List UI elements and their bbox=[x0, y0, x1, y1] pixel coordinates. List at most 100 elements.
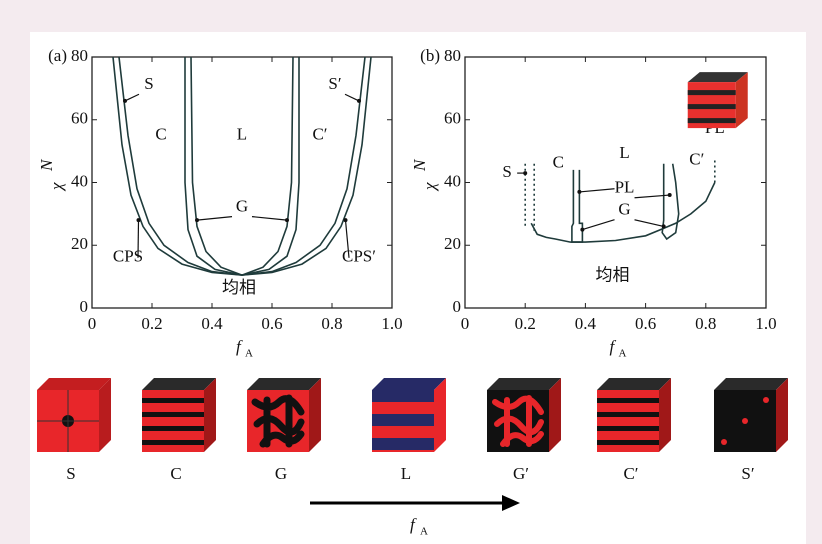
x-tick-label: 1.0 bbox=[381, 314, 402, 333]
annotation: C bbox=[155, 124, 166, 143]
x-axis-label-sub: A bbox=[245, 348, 253, 360]
morphology-label: G′ bbox=[513, 464, 529, 483]
y-tick-label: 40 bbox=[444, 171, 461, 190]
annotation: CPS′ bbox=[342, 247, 376, 266]
annotation-arrow bbox=[138, 220, 139, 258]
annotation: S bbox=[502, 162, 511, 181]
morphology-cube bbox=[372, 378, 446, 452]
y-tick-label: 40 bbox=[71, 171, 88, 190]
y-tick-label: 60 bbox=[444, 109, 461, 128]
cylinder bbox=[142, 426, 204, 431]
x-tick-label: 0.6 bbox=[261, 314, 282, 333]
cube-side bbox=[776, 378, 788, 452]
cube-top bbox=[37, 378, 111, 390]
x-tick-label: 1.0 bbox=[755, 314, 776, 333]
x-tick-label: 0 bbox=[461, 314, 470, 333]
annotation-arrow-tip bbox=[137, 218, 141, 222]
y-tick-label: 80 bbox=[444, 46, 461, 65]
annotation: C bbox=[553, 153, 564, 172]
y-tick-label: 20 bbox=[444, 234, 461, 253]
x-tick-label: 0 bbox=[88, 314, 97, 333]
annotation-arrow-tip bbox=[577, 190, 581, 194]
y-tick-label: 0 bbox=[80, 297, 89, 316]
y-tick-label: 20 bbox=[71, 234, 88, 253]
y-axis-label-sup: N bbox=[37, 158, 56, 172]
cube-side bbox=[309, 378, 321, 452]
annotation-arrow-tip bbox=[344, 218, 348, 222]
morphology-cube bbox=[597, 378, 671, 452]
sphere bbox=[721, 439, 727, 445]
y-tick-label: 80 bbox=[71, 46, 88, 65]
annotation: 均相 bbox=[595, 266, 629, 285]
annotation-arrow-tip bbox=[662, 224, 666, 228]
annotation: C′ bbox=[312, 124, 327, 143]
inset-cube bbox=[688, 72, 748, 128]
morphology-label: C bbox=[170, 464, 181, 483]
morphology-cube bbox=[142, 378, 216, 452]
cylinder bbox=[597, 426, 659, 431]
y-axis-label-sup: N bbox=[410, 158, 429, 172]
arrow-label-sub: A bbox=[420, 526, 428, 538]
lamella bbox=[372, 414, 434, 426]
figure: 00.20.40.60.81.0020406080(a)fAχNSCLC′S′G… bbox=[0, 0, 822, 544]
morphology-cube bbox=[487, 378, 561, 452]
lamella bbox=[372, 390, 434, 402]
morphology-cube bbox=[714, 378, 788, 452]
panel-label: (a) bbox=[48, 46, 67, 65]
cube-top bbox=[487, 378, 561, 390]
cube-side bbox=[99, 378, 111, 452]
cylinder bbox=[597, 412, 659, 417]
x-tick-label: 0.4 bbox=[201, 314, 223, 333]
cube-top bbox=[372, 378, 446, 390]
annotation: G bbox=[618, 200, 630, 219]
annotation-arrow-tip bbox=[523, 171, 527, 175]
cylinder bbox=[142, 440, 204, 445]
y-axis-label: χ bbox=[47, 182, 66, 192]
morphology-label: C′ bbox=[623, 464, 638, 483]
annotation-arrow-tip bbox=[285, 218, 289, 222]
sphere bbox=[763, 397, 769, 403]
annotation: L bbox=[619, 143, 629, 162]
y-tick-label: 60 bbox=[71, 109, 88, 128]
cube-top bbox=[597, 378, 671, 390]
cube-side bbox=[204, 378, 216, 452]
annotation: S′ bbox=[328, 74, 341, 93]
cylinder bbox=[142, 398, 204, 403]
cube-layer bbox=[688, 104, 736, 109]
sphere bbox=[742, 418, 748, 424]
y-axis-label: χ bbox=[420, 182, 439, 192]
annotation-arrow-tip bbox=[668, 193, 672, 197]
cube-side bbox=[659, 378, 671, 452]
cube-side bbox=[434, 378, 446, 452]
cylinder bbox=[597, 398, 659, 403]
x-tick-label: 0.8 bbox=[321, 314, 342, 333]
cube-layer bbox=[688, 118, 736, 123]
morphology-cube bbox=[247, 378, 321, 452]
morphology-label: S bbox=[66, 464, 75, 483]
annotation-arrow-tip bbox=[195, 218, 199, 222]
cube-top bbox=[714, 378, 788, 390]
morphology-label: S′ bbox=[741, 464, 754, 483]
annotation: PL bbox=[615, 178, 635, 197]
annotation-arrow-tip bbox=[580, 228, 584, 232]
annotation-arrow-tip bbox=[357, 99, 361, 103]
cube-top bbox=[142, 378, 216, 390]
x-tick-label: 0.8 bbox=[695, 314, 716, 333]
y-tick-label: 0 bbox=[453, 297, 462, 316]
cylinder bbox=[597, 440, 659, 445]
cube-side bbox=[549, 378, 561, 452]
lamella bbox=[372, 438, 434, 450]
x-tick-label: 0.6 bbox=[635, 314, 656, 333]
x-tick-label: 0.2 bbox=[141, 314, 162, 333]
annotation-arrow-tip bbox=[123, 99, 127, 103]
annotation: G bbox=[236, 197, 248, 216]
panel-label: (b) bbox=[420, 46, 440, 65]
annotation: 均相 bbox=[222, 278, 256, 297]
x-tick-label: 0.4 bbox=[575, 314, 597, 333]
morphology-cube bbox=[37, 378, 111, 452]
morphology-label: L bbox=[401, 464, 411, 483]
annotation: L bbox=[237, 124, 247, 143]
x-tick-label: 0.2 bbox=[515, 314, 536, 333]
cylinder bbox=[142, 412, 204, 417]
x-axis-label-sub: A bbox=[619, 348, 627, 360]
